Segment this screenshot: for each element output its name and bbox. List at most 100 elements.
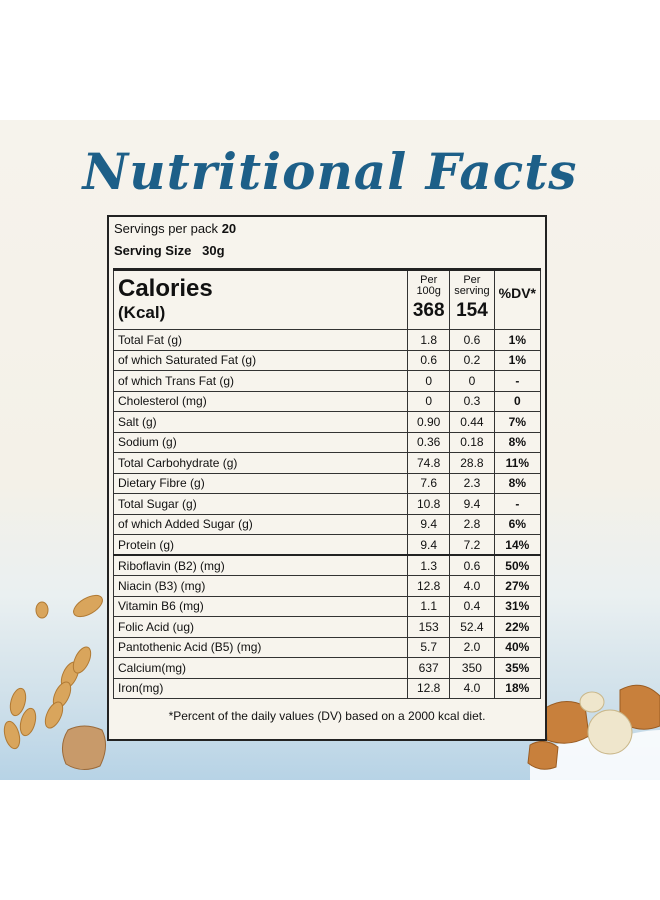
serving-size-value: 30g <box>202 243 225 258</box>
nutrient-name: of which Added Sugar (g) <box>112 513 409 535</box>
per100-value: 74.8 <box>407 452 451 474</box>
perserving-value: 0.18 <box>449 431 495 453</box>
per100-value: 9.4 <box>407 534 451 556</box>
per100-value: 7.6 <box>407 472 451 494</box>
per100-value: 153 <box>407 616 451 638</box>
perserving-value: 2.3 <box>449 472 495 494</box>
dv-value: 0 <box>493 390 542 412</box>
per100-header: Per 100g 368 <box>407 268 451 330</box>
nutrient-name: Total Sugar (g) <box>112 493 409 515</box>
nutrient-name: Protein (g) <box>112 534 409 556</box>
cereal-illustration <box>527 684 660 780</box>
dv-value: 18% <box>493 677 542 699</box>
calories-header: Calories (Kcal) <box>112 268 409 330</box>
perserving-value: 4.0 <box>449 677 495 699</box>
per100-value: 0 <box>407 390 451 412</box>
per100-value: 0.6 <box>407 349 451 371</box>
per100-value: 637 <box>407 657 451 679</box>
dv-value: 7% <box>493 411 542 433</box>
dv-value: 11% <box>493 452 542 474</box>
dv-label: %DV* <box>498 285 536 301</box>
table-row: Salt (g) 0.90 0.44 7% <box>112 411 542 433</box>
nutrient-name: Salt (g) <box>112 411 409 433</box>
servings-per-pack-label: Servings per pack <box>114 221 219 236</box>
dv-value: 22% <box>493 616 542 638</box>
footnote: *Percent of the daily values (DV) based … <box>168 709 486 723</box>
per100-value: 10.8 <box>407 493 451 515</box>
nutrient-name: Riboflavin (B2) (mg) <box>112 554 409 576</box>
nutrient-name: Sodium (g) <box>112 431 409 453</box>
nutrient-name: Total Carbohydrate (g) <box>112 452 409 474</box>
nutrient-name: Pantothenic Acid (B5) (mg) <box>112 636 409 658</box>
dv-value: 35% <box>493 657 542 679</box>
table-row: Pantothenic Acid (B5) (mg) 5.7 2.0 40% <box>112 636 542 658</box>
per100-label: Per 100g <box>416 274 441 297</box>
table-row: Dietary Fibre (g) 7.6 2.3 8% <box>112 472 542 494</box>
nutrient-name: Dietary Fibre (g) <box>112 472 409 494</box>
nutrient-name: of which Saturated Fat (g) <box>112 349 409 371</box>
nutrient-name: Niacin (B3) (mg) <box>112 575 409 597</box>
dv-header: %DV* <box>493 268 542 330</box>
dv-value: 8% <box>493 472 542 494</box>
per100-value: 1.8 <box>407 329 451 351</box>
table-row: Niacin (B3) (mg) 12.8 4.0 27% <box>112 575 542 597</box>
page-title: Nutritional Facts <box>82 142 578 201</box>
table-row: Iron(mg) 12.8 4.0 18% <box>112 677 542 699</box>
dv-value: 40% <box>493 636 542 658</box>
table-row: of which Saturated Fat (g) 0.6 0.2 1% <box>112 349 542 371</box>
table-header-row: Calories (Kcal) Per 100g 368 Per serving… <box>112 268 542 330</box>
perserving-value: 7.2 <box>449 534 495 556</box>
perserving-value: 0.3 <box>449 390 495 412</box>
per100-value: 9.4 <box>407 513 451 535</box>
dv-value: 1% <box>493 329 542 351</box>
per100-value: 0.90 <box>407 411 451 433</box>
dv-value: 14% <box>493 534 542 556</box>
nutrient-name: Folic Acid (ug) <box>112 616 409 638</box>
table-row: Cholesterol (mg) 0 0.3 0 <box>112 390 542 412</box>
dv-value: - <box>493 493 542 515</box>
servings-per-pack-value: 20 <box>221 221 237 236</box>
perserving-value: 28.8 <box>449 452 495 474</box>
per100-value: 0.36 <box>407 431 451 453</box>
table-row: Total Carbohydrate (g) 74.8 28.8 11% <box>112 452 542 474</box>
dv-value: 50% <box>493 554 542 576</box>
table-row: Total Fat (g) 1.8 0.6 1% <box>112 329 542 351</box>
table-row: Calcium(mg) 637 350 35% <box>112 657 542 679</box>
table-row: Vitamin B6 (mg) 1.1 0.4 31% <box>112 595 542 617</box>
perserving-value: 4.0 <box>449 575 495 597</box>
dv-value: - <box>493 370 542 392</box>
dv-value: 1% <box>493 349 542 371</box>
per100-value: 12.8 <box>407 575 451 597</box>
perserving-value: 52.4 <box>449 616 495 638</box>
per100-value: 12.8 <box>407 677 451 699</box>
table-row: of which Added Sugar (g) 9.4 2.8 6% <box>112 513 542 535</box>
per100-value: 1.1 <box>407 595 451 617</box>
table-row: Total Sugar (g) 10.8 9.4- <box>112 493 542 515</box>
nutrition-table: Calories (Kcal) Per 100g 368 Per serving… <box>112 268 542 699</box>
table-row: of which Trans Fat (g) 0 0- <box>112 370 542 392</box>
calories-label: Calories <box>118 275 213 302</box>
perserving-value: 0.44 <box>449 411 495 433</box>
perserving-value: 2.8 <box>449 513 495 535</box>
dv-value: 31% <box>493 595 542 617</box>
nutrient-name: Cholesterol (mg) <box>112 390 409 412</box>
table-row: Riboflavin (B2) (mg) 1.3 0.6 50% <box>112 554 542 576</box>
perserving-value: 2.0 <box>449 636 495 658</box>
dv-value: 8% <box>493 431 542 453</box>
serving-size: Serving Size 30g <box>114 243 225 258</box>
per100-value: 1.3 <box>407 554 451 576</box>
perserving-value: 0.2 <box>449 349 495 371</box>
nutrition-panel: Nutritional Facts <box>0 120 660 780</box>
serving-size-label: Serving Size <box>114 243 192 258</box>
table-row: Protein (g) 9.4 7.2 14% <box>112 534 542 556</box>
table-row: Folic Acid (ug) 153 52.4 22% <box>112 616 542 638</box>
dv-value: 6% <box>493 513 542 535</box>
dv-value: 27% <box>493 575 542 597</box>
nutrient-name: Calcium(mg) <box>112 657 409 679</box>
nutrient-name: Vitamin B6 (mg) <box>112 595 409 617</box>
perserving-label: Per serving <box>454 274 490 297</box>
perserving-value: 9.4 <box>449 493 495 515</box>
nutrient-name: of which Trans Fat (g) <box>112 370 409 392</box>
perserving-calories: 154 <box>456 300 488 321</box>
perserving-value: 0.6 <box>449 554 495 576</box>
